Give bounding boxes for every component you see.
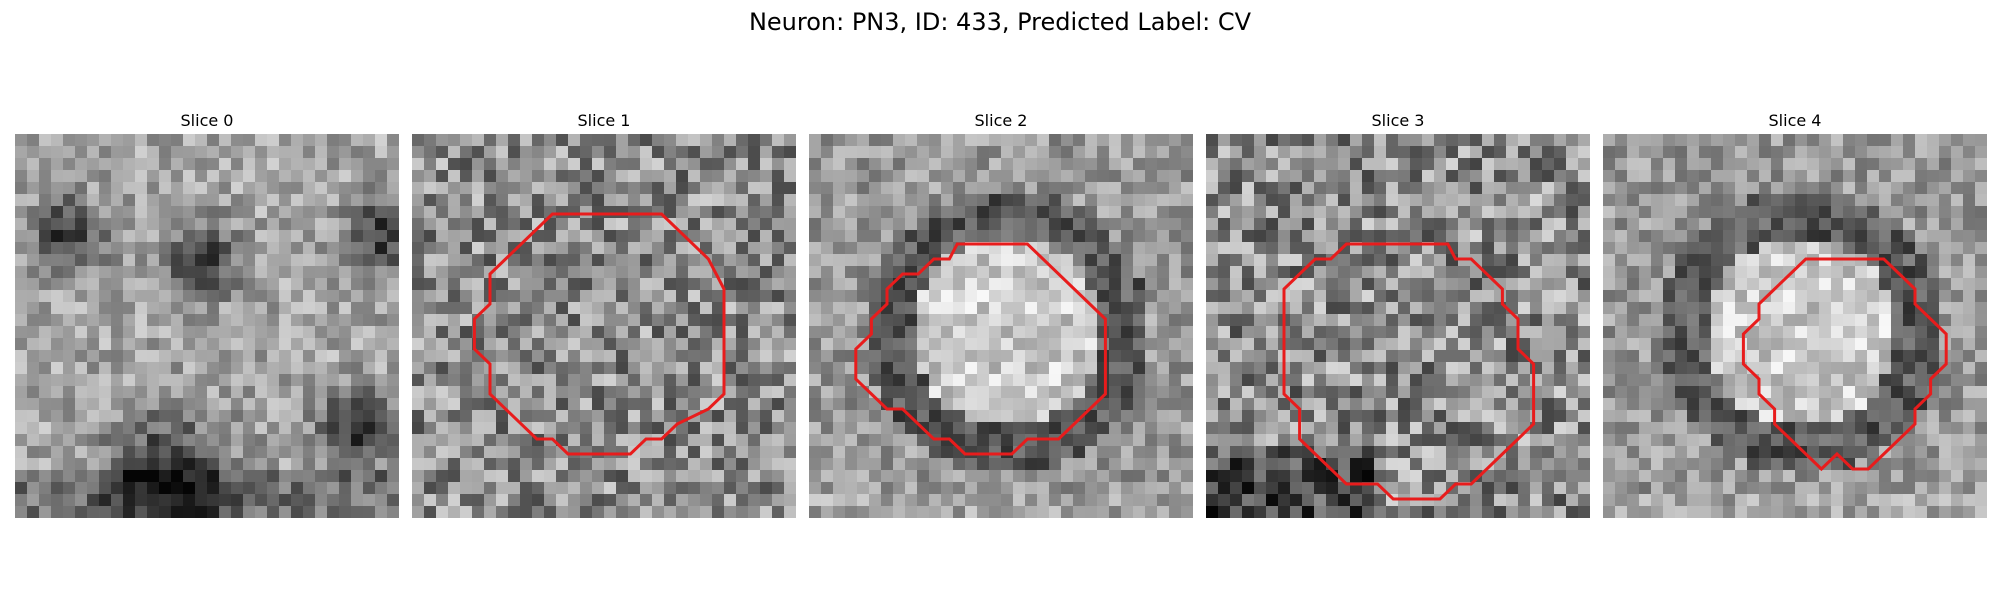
slice-image-3 <box>1206 134 1590 518</box>
slice-panel-3: Slice 3 <box>1206 108 1590 518</box>
slice-image-4 <box>1603 134 1987 518</box>
slice-title-2: Slice 2 <box>809 108 1193 134</box>
slice-panel-2: Slice 2 <box>809 108 1193 518</box>
slice-title-3: Slice 3 <box>1206 108 1590 134</box>
slice-title-0: Slice 0 <box>15 108 399 134</box>
pixel-grid <box>412 134 796 518</box>
pixel-grid <box>15 134 399 518</box>
slice-title-4: Slice 4 <box>1603 108 1987 134</box>
slice-title-1: Slice 1 <box>412 108 796 134</box>
slice-image-1 <box>412 134 796 518</box>
slice-panel-0: Slice 0 <box>15 108 399 518</box>
pixel-grid <box>1603 134 1987 518</box>
slice-panel-4: Slice 4 <box>1603 108 1987 518</box>
pixel-grid <box>1206 134 1590 518</box>
slice-image-2 <box>809 134 1193 518</box>
slice-image-0 <box>15 134 399 518</box>
pixel-grid <box>809 134 1193 518</box>
slice-panel-1: Slice 1 <box>412 108 796 518</box>
figure-title: Neuron: PN3, ID: 433, Predicted Label: C… <box>0 8 2000 36</box>
